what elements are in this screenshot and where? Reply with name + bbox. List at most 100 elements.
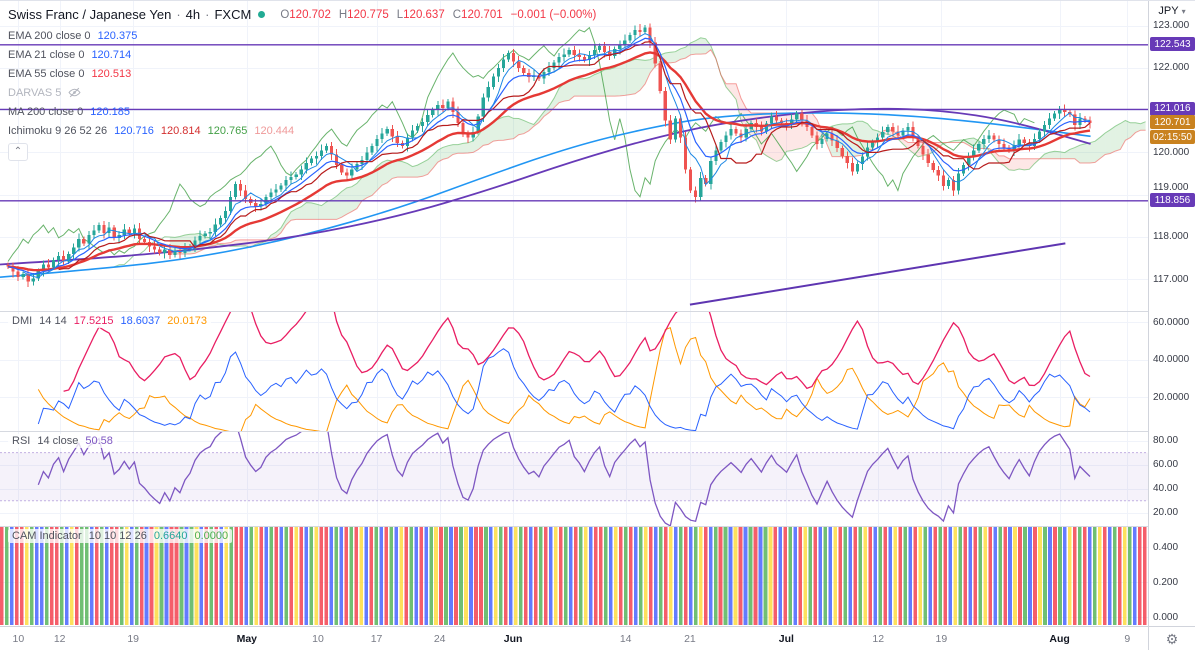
axis-settings-corner: ⚙ [1148,626,1195,650]
price-level-badge: 121.016 [1150,101,1195,116]
indicator-params: 10 10 12 26 [88,530,147,542]
price-tick-label: 119.000 [1153,182,1189,194]
current-price-badge: 120.701 [1150,115,1195,130]
time-tick-label: Jun [503,633,523,645]
low-value: 120.637 [403,8,445,21]
indicator-name[interactable]: DARVAS 5 [8,86,62,99]
candle-countdown-badge: 02:15:50 [1150,130,1195,145]
indicator-value: 50.58 [85,435,113,447]
high-value: 120.775 [347,8,389,21]
time-tick-label: 21 [684,633,696,645]
indicator-value: 120.513 [91,67,132,80]
price-tick-label: 122.000 [1153,62,1190,74]
exchange-label[interactable]: FXCM [214,7,252,22]
time-tick-label: 12 [872,633,885,645]
indicator-params: 14 close [37,435,79,447]
open-value: 120.702 [289,8,331,21]
indicator-legend-row: MA 200 close 0 120.185 [8,102,596,121]
indicator-legend-row: EMA 55 close 0 120.513 [8,64,596,83]
price-tick-label: 20.0000 [1153,391,1190,403]
time-axis[interactable]: 10 12 19 May 10 17 24 Jun 14 21 Jul 12 19 Aug 9 [0,626,1148,650]
symbol-title-row: Swiss Franc / Japanese Yen · 4h · FXCM O… [8,7,596,22]
dmi-pane-legend: DMI 14 14 17.5215 18.6037 20.0173 [8,314,211,328]
time-tick-label: 17 [370,633,383,645]
price-tick-label: 60.00 [1153,459,1179,471]
indicator-value: 120.185 [90,105,130,118]
price-level-badge: 122.543 [1150,37,1195,52]
indicator-name[interactable]: EMA 200 close 0 [8,29,91,42]
indicator-params: 14 14 [39,315,67,327]
ohlc-readout: O120.702 H120.775 L120.637 C120.701 −0.0… [280,8,597,21]
price-tick-label: 20.00 [1153,507,1179,519]
indicator-legend-row: EMA 200 close 0 120.375 [8,26,596,45]
indicator-name[interactable]: EMA 55 close 0 [8,67,85,80]
time-tick-label: 9 [1124,633,1131,645]
indicator-value: 120.375 [97,29,138,42]
chart-panes-region[interactable]: Swiss Franc / Japanese Yen · 4h · FXCM O… [0,1,1148,626]
price-level-badge: 118.856 [1150,193,1195,208]
time-tick-label: 10 [312,633,324,645]
time-tick-label: 10 [12,633,25,645]
close-value: 120.701 [461,8,503,21]
price-tick-label: 40.0000 [1153,354,1190,366]
cam-pane-legend: CAM Indicator 10 10 12 26 0.6640 0.0000 [8,529,233,543]
indicator-name[interactable]: Ichimoku 9 26 52 26 [8,124,108,137]
indicator-value: 20.0173 [167,315,207,327]
indicator-value: 0.6640 [153,530,188,542]
indicator-legend-row: EMA 21 close 0 120.714 [8,45,596,64]
indicator-legend-row: Ichimoku 9 26 52 26 120.716 120.814 120.765… [8,121,596,140]
title-separator: · [205,7,210,22]
gear-icon[interactable]: ⚙ [1165,631,1179,647]
price-tick-label: 0.000 [1153,611,1179,623]
indicator-values: 50.58 [85,435,113,447]
indicator-value: 120.444 [254,124,295,137]
time-tick-label: May [236,633,258,645]
indicator-values: 17.5215 18.6037 20.0173 [74,315,207,327]
price-tick-label: 0.400 [1153,541,1179,553]
price-tick-label: 40.00 [1153,483,1179,495]
legend-collapse-button[interactable]: ⌃ [8,143,28,161]
time-tick-label: 24 [433,633,446,645]
chevron-down-icon: ▾ [1181,6,1186,16]
currency-selector[interactable]: JPY ▾ [1149,5,1195,17]
indicator-name[interactable]: DMI [12,315,33,327]
chevron-up-icon: ⌃ [13,146,23,157]
indicator-value: 120.765 [207,124,248,137]
indicator-name[interactable]: RSI [12,435,31,447]
eye-off-icon[interactable] [68,86,81,99]
indicator-value: 17.5215 [73,315,114,327]
interval-label[interactable]: 4h [185,7,201,22]
indicator-legend-row: DARVAS 5 [8,83,596,102]
change-value: −0.001 (−0.00%) [510,8,597,21]
indicator-name[interactable]: EMA 21 close 0 [8,48,85,61]
price-axis[interactable]: JPY ▾ 123.000 122.000 120.000 119.000 118.00… [1148,1,1195,626]
indicator-name[interactable]: MA 200 close 0 [8,105,84,118]
market-status-dot [258,11,266,18]
time-tick-label: 19 [127,633,139,645]
time-tick-label: 14 [619,633,632,645]
price-tick-label: 120.000 [1153,146,1190,158]
indicator-value: 0.0000 [194,530,229,542]
price-tick-label: 117.000 [1153,273,1189,285]
symbol-title[interactable]: Swiss Franc / Japanese Yen [8,7,172,22]
title-separator: · [176,7,181,22]
currency-label: JPY [1158,5,1179,17]
price-tick-label: 60.0000 [1153,316,1190,328]
rsi-pane-legend: RSI 14 close 50.58 [8,434,117,448]
price-tick-label: 0.200 [1153,576,1179,588]
indicator-name[interactable]: CAM Indicator [12,530,82,542]
time-tick-label: Jul [778,633,794,645]
price-tick-label: 123.000 [1153,20,1190,32]
indicator-value: 120.714 [91,48,132,61]
price-tick-label: 118.000 [1153,231,1189,243]
time-tick-label: 12 [53,633,66,645]
time-tick-label: 19 [935,633,948,645]
indicator-value: 120.716 [114,124,154,137]
indicator-values: 0.6640 0.0000 [154,530,228,542]
main-chart-legend: Swiss Franc / Japanese Yen · 4h · FXCM O… [8,7,596,161]
time-tick-label: Aug [1049,633,1070,645]
indicator-legend-list: EMA 200 close 0 120.375 EMA 21 close 0 120.… [8,26,596,140]
chart-canvas[interactable] [0,1,1148,626]
price-tick-label: 80.00 [1153,435,1179,447]
